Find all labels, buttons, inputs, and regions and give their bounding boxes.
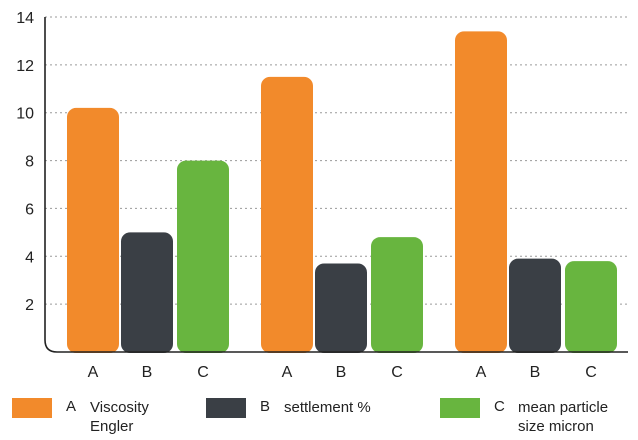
bars (67, 31, 617, 354)
legend-key-a: A (66, 398, 77, 415)
bar-a-2 (261, 76, 313, 354)
legend-item-a: A Viscosity Engler (12, 396, 192, 436)
y-tick-label: 14 (16, 10, 34, 27)
gridlines (45, 16, 628, 305)
x-tick-label: C (391, 364, 403, 380)
y-tick-label: 10 (16, 106, 34, 123)
bar-a-3 (455, 31, 507, 353)
y-tick-label: 4 (25, 249, 34, 266)
y-tick-label: 6 (25, 201, 34, 218)
legend-key-b: B (260, 398, 271, 415)
bar-b-3 (509, 258, 561, 353)
bar-c-2 (371, 237, 423, 353)
y-tick-label: 2 (25, 297, 34, 314)
legend-key-c: C (494, 398, 505, 415)
legend-item-b: B settlement % (206, 396, 426, 436)
legend-item-c: C mean particle size micron (440, 396, 638, 436)
y-tick-label: 8 (25, 154, 34, 171)
bar-chart: 2 4 6 8 10 12 14 A B C A B C A B C (16, 10, 628, 380)
bar-c-3 (565, 261, 617, 353)
legend-swatch-a (12, 398, 52, 418)
bar-a-1 (67, 107, 119, 353)
x-tick-label: C (197, 364, 209, 380)
bar-b-2 (315, 263, 367, 353)
bar-c-1 (177, 160, 229, 353)
legend-swatch-b (206, 398, 246, 418)
bar-b-1 (121, 232, 173, 353)
x-tick-label: B (142, 364, 153, 380)
x-tick-label: B (336, 364, 347, 380)
legend-label-c: mean particle size micron (518, 399, 609, 435)
legend-label-b: settlement % (284, 399, 371, 416)
legend-swatch-c (440, 398, 480, 418)
y-tick-labels: 2 4 6 8 10 12 14 (16, 10, 34, 314)
x-tick-label: B (530, 364, 541, 380)
axes (44, 17, 628, 353)
x-tick-label: A (88, 364, 99, 380)
x-tick-label: A (282, 364, 293, 380)
legend-label-a: Viscosity Engler (90, 399, 149, 435)
x-tick-label: A (476, 364, 487, 380)
y-tick-label: 12 (16, 58, 34, 75)
x-tick-label: C (585, 364, 597, 380)
